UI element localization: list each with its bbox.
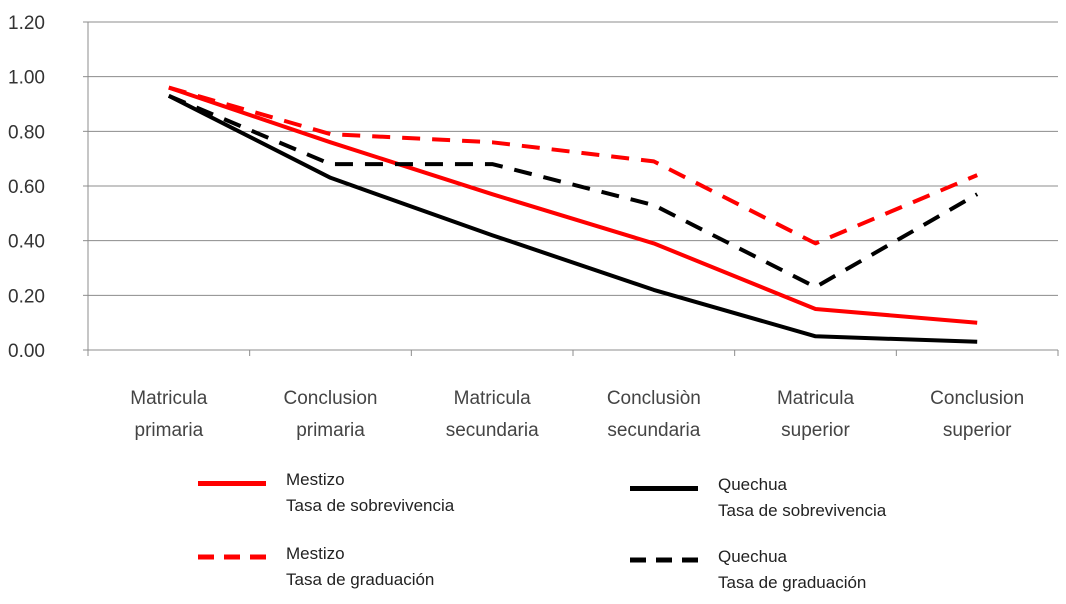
x-category-label-line: Matricula	[130, 388, 208, 409]
legend-swatch-black-dashed	[630, 557, 698, 563]
legend-series-subname: Tasa de sobrevivencia	[286, 496, 455, 515]
x-category-label: Conclusion superior	[930, 388, 1024, 441]
series-line-3	[168, 93, 979, 290]
legend-swatch-red-solid	[198, 481, 266, 486]
legend-swatch-red-dashed	[198, 554, 266, 560]
x-category-label: Matricula primaria	[130, 388, 208, 441]
y-tick-label: 0.80	[8, 122, 45, 143]
series-lines	[167, 85, 979, 344]
x-category-label: Conclusion primaria	[284, 388, 378, 441]
legend-item-mestizo-sobrevivencia: Mestizo Tasa de sobrevivencia	[198, 467, 578, 527]
y-tick-label: 0.60	[8, 177, 45, 198]
x-category-label-line: Matricula	[777, 388, 855, 409]
x-category-label-line: Conclusiòn	[607, 388, 701, 409]
x-category-label-line: Conclusion	[284, 388, 378, 409]
legend-swatch-black-solid	[630, 486, 698, 491]
legend-item-quechua-graduacion: Quechua Tasa de graduación	[630, 544, 1010, 604]
x-category-label-line: secundaria	[446, 420, 539, 441]
y-tick-label: 1.20	[8, 13, 45, 34]
x-category-label-line: Matricula	[454, 388, 532, 409]
legend-series-subname: Tasa de graduación	[718, 573, 867, 592]
y-tick-label: 0.40	[8, 232, 45, 253]
x-category-label-line: Conclusion	[930, 388, 1024, 409]
x-category-label-line: primaria	[296, 420, 365, 441]
legend-series-name: Quechua	[718, 547, 787, 566]
legend-item-quechua-sobrevivencia: Quechua Tasa de sobrevivencia	[630, 472, 1010, 532]
y-tick-labels: 0.00 0.20 0.40 0.60 0.80 1.00 1.20	[8, 13, 45, 362]
y-tick-label: 0.00	[8, 341, 45, 362]
x-category-label: Matricula secundaria	[446, 388, 539, 441]
x-category-label-line: superior	[943, 420, 1012, 441]
legend-series-name: Mestizo	[286, 470, 345, 489]
y-tick-label: 0.20	[8, 286, 45, 307]
axes	[83, 21, 1059, 356]
legend-item-mestizo-graduacion: Mestizo Tasa de graduación	[198, 541, 578, 601]
x-category-label: Conclusiòn secundaria	[607, 388, 701, 441]
x-category-label-line: secundaria	[607, 420, 700, 441]
legend-series-subname: Tasa de sobrevivencia	[718, 501, 887, 520]
legend-series-name: Mestizo	[286, 544, 345, 563]
series-line-2	[167, 94, 978, 344]
legend-series-name: Quechua	[718, 475, 787, 494]
series-line-0	[168, 85, 978, 325]
series-line-1	[168, 85, 978, 246]
x-category-label: Matricula superior	[777, 388, 855, 441]
x-category-label-line: primaria	[135, 420, 204, 441]
legend-series-subname: Tasa de graduación	[286, 570, 435, 589]
x-category-label-line: superior	[781, 420, 850, 441]
gridlines	[88, 21, 1058, 296]
y-tick-label: 1.00	[8, 68, 45, 89]
